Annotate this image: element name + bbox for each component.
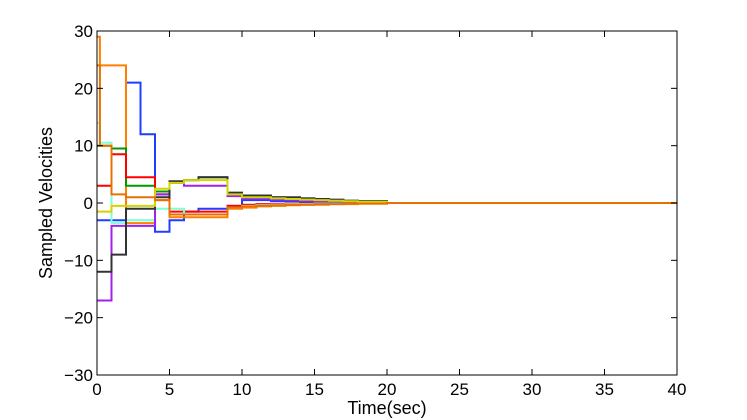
- x-tick-label: 25: [450, 380, 469, 399]
- x-tick-label: 10: [233, 380, 252, 399]
- series-line-9: [97, 64, 677, 216]
- x-tick-label: 30: [523, 380, 542, 399]
- ticks-layer: 0 5 10 15 20 25 30 35 40 −30 −20 −10 0 10 20 30: [64, 22, 686, 399]
- x-tick-label: 20: [378, 380, 397, 399]
- x-tick-label: 15: [305, 380, 324, 399]
- y-tick-label: −30: [64, 366, 93, 385]
- series-line-8: [97, 179, 677, 213]
- series-line-5: [97, 121, 677, 225]
- x-tick-label: 5: [165, 380, 174, 399]
- series-line-3: [97, 144, 677, 204]
- x-tick-label: 0: [92, 380, 101, 399]
- y-tick-label: −10: [64, 251, 93, 270]
- series-line-2: [97, 35, 677, 225]
- series-line-7: [97, 176, 677, 273]
- x-tick-label: 35: [595, 380, 614, 399]
- y-tick-label: 10: [74, 137, 93, 156]
- y-tick-label: 30: [74, 22, 93, 41]
- x-tick-label: 40: [668, 380, 687, 399]
- y-tick-label: 0: [84, 194, 93, 213]
- series-layer: [97, 35, 677, 302]
- x-axis-label: Time(sec): [347, 398, 426, 418]
- y-tick-label: 20: [74, 79, 93, 98]
- y-tick-label: −20: [64, 309, 93, 328]
- y-axis-label: Sampled Velocities: [36, 127, 56, 279]
